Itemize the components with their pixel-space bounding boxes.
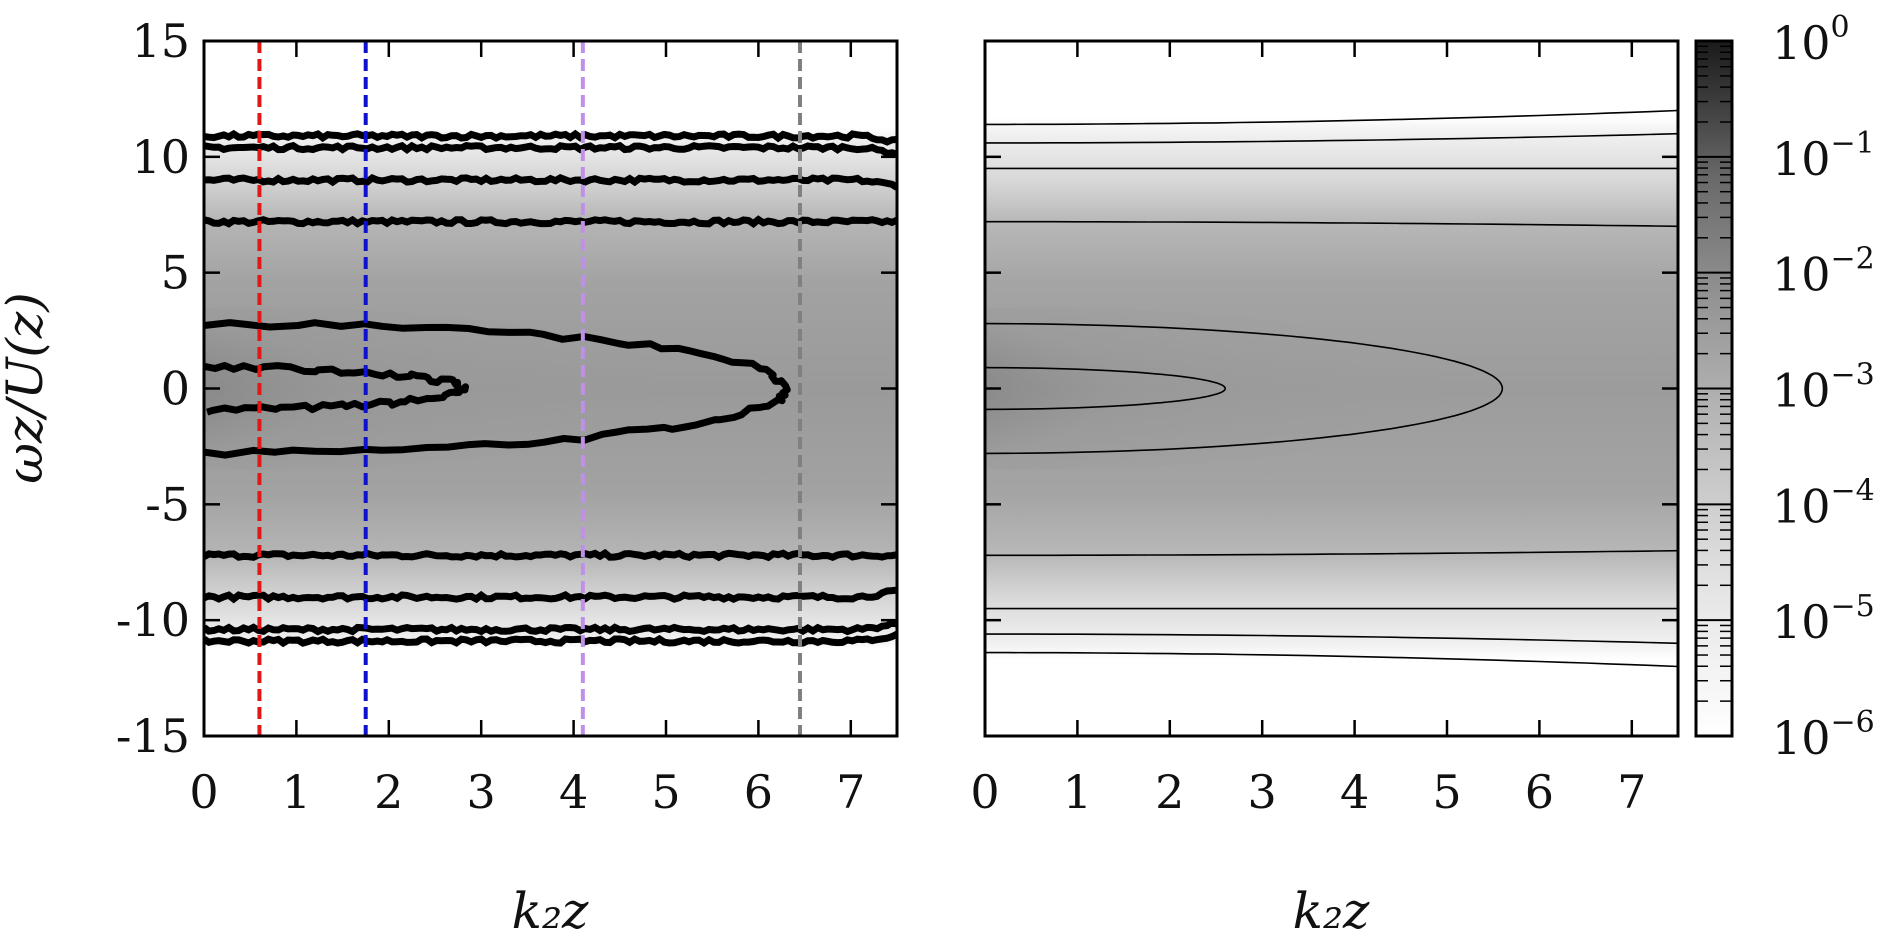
axis-labels: k₂z k₂z ωz/U(z) — [0, 292, 1370, 940]
x-tick-label: 4 — [559, 765, 588, 819]
contour-line — [204, 586, 897, 604]
colorbar-tick-label: 10−6 — [1772, 705, 1875, 765]
left-y-axis-title: ωz/U(z) — [0, 292, 54, 483]
contour-line — [985, 549, 1678, 557]
x-tick-label: 2 — [374, 765, 403, 819]
left-contours — [204, 129, 897, 648]
contour-line — [204, 129, 897, 146]
right-x-axis-title: k₂z — [1293, 882, 1370, 940]
contour-line — [204, 215, 897, 229]
x-tick-label: 7 — [1617, 765, 1646, 819]
y-tick-label: 5 — [161, 246, 190, 300]
colorbar-tick-label: 10−5 — [1772, 589, 1875, 649]
x-tick-label: 7 — [836, 765, 865, 819]
left-x-axis-title: k₂z — [512, 882, 589, 940]
x-tick-label: 1 — [1063, 765, 1092, 819]
left-vertical-lines — [257, 41, 802, 736]
y-tick-label: 10 — [131, 130, 190, 184]
y-tick-label: 0 — [161, 362, 190, 416]
x-tick-label: 6 — [744, 765, 773, 819]
x-tick-label: 0 — [189, 765, 218, 819]
colorbar-tick-label: 100 — [1772, 10, 1850, 70]
right-panel: 0 1 2 3 4 5 6 7 — [970, 39, 1680, 819]
right-contours — [985, 109, 1678, 668]
left-heatmap-core — [204, 307, 676, 470]
x-tick-label: 6 — [1525, 765, 1554, 819]
right-ticks: 0 1 2 3 4 5 6 7 — [970, 39, 1678, 819]
contour-line — [204, 319, 791, 459]
colorbar: 100 10−1 10−2 10−3 10−4 10−5 10−6 — [1694, 10, 1875, 765]
y-tick-label: -10 — [116, 593, 190, 647]
contour-line — [204, 141, 897, 158]
contour-line — [985, 633, 1678, 645]
contour-line — [985, 651, 1678, 668]
x-tick-label: 2 — [1155, 765, 1184, 819]
colorbar-tick-label: 10−1 — [1772, 126, 1875, 186]
contour-line — [204, 618, 897, 636]
contour-line — [204, 630, 897, 648]
colorbar-tick-label: 10−3 — [1772, 358, 1875, 418]
contour-line — [985, 322, 1504, 455]
x-tick-label: 3 — [1248, 765, 1277, 819]
contour-line — [204, 362, 469, 416]
contour-line — [204, 173, 897, 191]
left-panel: 0 1 2 3 4 5 6 7 -15 -10 -5 0 5 10 15 — [116, 14, 899, 819]
contour-line — [985, 109, 1678, 126]
colorbar-tick-label: 10−2 — [1772, 242, 1875, 302]
left-ticks: 0 1 2 3 4 5 6 7 -15 -10 -5 0 5 10 15 — [116, 14, 897, 819]
x-tick-label: 5 — [651, 765, 680, 819]
x-tick-label: 0 — [970, 765, 999, 819]
colorbar-tick-label: 10−4 — [1772, 473, 1875, 533]
contour-line — [985, 220, 1678, 228]
x-tick-label: 1 — [282, 765, 311, 819]
y-tick-label: -15 — [116, 709, 190, 763]
y-tick-label: -5 — [145, 477, 190, 531]
colorbar-ticks: 100 10−1 10−2 10−3 10−4 10−5 10−6 — [1696, 10, 1875, 765]
right-heatmap-core — [985, 307, 1457, 470]
contour-line — [204, 548, 897, 562]
y-tick-label: 15 — [131, 14, 190, 68]
x-tick-label: 4 — [1340, 765, 1369, 819]
x-tick-label: 3 — [467, 765, 496, 819]
contour-line — [985, 366, 1226, 411]
x-tick-label: 5 — [1432, 765, 1461, 819]
contour-line — [985, 132, 1678, 144]
